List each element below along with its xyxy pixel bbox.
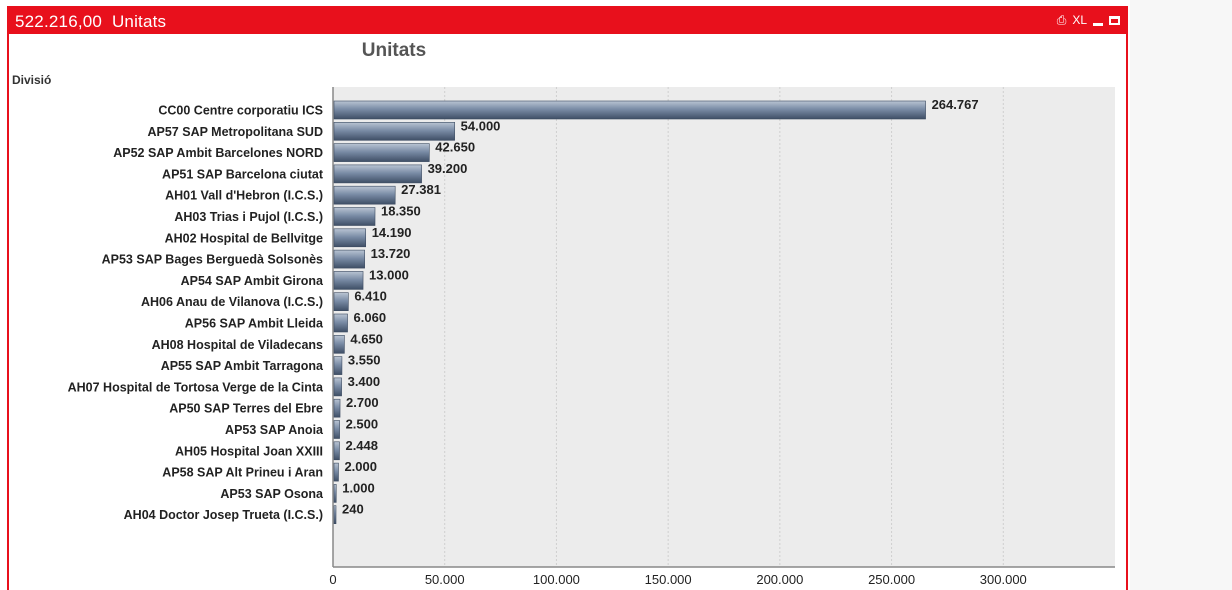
data-label: 39.200 xyxy=(428,161,468,176)
bar[interactable] xyxy=(333,122,455,141)
bar[interactable] xyxy=(333,164,422,184)
data-label: 54.000 xyxy=(461,118,501,133)
data-label: 2.700 xyxy=(346,395,379,410)
category-label: AP51 SAP Barcelona ciutat xyxy=(162,167,324,181)
x-tick-label: 0 xyxy=(329,572,336,587)
bar[interactable] xyxy=(333,505,337,525)
data-label: 2.500 xyxy=(346,417,379,432)
chart-title: Unitats xyxy=(361,40,427,61)
category-label: AH04 Doctor Josep Trueta (I.C.S.) xyxy=(124,508,323,522)
category-label: AP50 SAP Terres del Ebre xyxy=(169,402,323,416)
bar[interactable] xyxy=(333,292,349,312)
window-titlebar[interactable]: 522.216,00 Unitats ⎙ XL xyxy=(9,8,1126,34)
category-label: CC00 Centre corporatiu ICS xyxy=(158,104,323,118)
category-label: AH06 Anau de Vilanova (I.C.S.) xyxy=(141,295,323,309)
x-tick-label: 50.000 xyxy=(425,572,465,587)
window-title: 522.216,00 Unitats xyxy=(15,12,167,31)
category-label: AH05 Hospital Joan XXIII xyxy=(175,444,323,458)
x-tick-label: 300.000 xyxy=(980,572,1027,587)
x-tick-label: 150.000 xyxy=(645,572,692,587)
x-tick-label: 200.000 xyxy=(756,572,803,587)
data-label: 3.400 xyxy=(348,374,381,389)
data-label: 42.650 xyxy=(435,140,475,155)
category-label: AP56 SAP Ambit Lleida xyxy=(185,317,324,331)
bar[interactable] xyxy=(333,100,926,120)
bar[interactable] xyxy=(333,271,364,290)
bar[interactable] xyxy=(333,441,340,461)
data-label: 4.650 xyxy=(350,331,383,346)
category-label: AH03 Trias i Pujol (I.C.S.) xyxy=(174,210,323,224)
bar[interactable] xyxy=(333,420,340,439)
bar[interactable] xyxy=(333,398,341,418)
category-label: AP53 SAP Bages Berguedà Solsonès xyxy=(102,253,323,267)
data-label: 2.448 xyxy=(345,438,378,453)
category-label: AP54 SAP Ambit Girona xyxy=(181,274,324,288)
bar[interactable] xyxy=(333,228,367,248)
x-tick-label: 100.000 xyxy=(533,572,580,587)
category-label: AP55 SAP Ambit Tarragona xyxy=(161,359,324,373)
maximize-icon[interactable] xyxy=(1109,15,1120,25)
data-label: 27.381 xyxy=(401,182,441,197)
bar[interactable] xyxy=(333,462,339,482)
data-label: 14.190 xyxy=(372,225,412,240)
dimension-label: Divisió xyxy=(12,73,52,87)
data-label: 3.550 xyxy=(348,353,381,368)
bar[interactable] xyxy=(333,377,342,397)
data-label: 13.720 xyxy=(371,246,411,261)
bar[interactable] xyxy=(333,185,396,205)
plot-area xyxy=(333,87,1115,567)
category-label: AH01 Vall d'Hebron (I.C.S.) xyxy=(165,189,323,203)
bar[interactable] xyxy=(333,313,348,333)
x-tick-label: 250.000 xyxy=(868,572,915,587)
bar[interactable] xyxy=(333,207,376,226)
data-label: 13.000 xyxy=(369,267,409,282)
category-label: AH08 Hospital de Viladecans xyxy=(152,338,323,352)
category-label: AP58 SAP Alt Prineu i Aran xyxy=(162,466,323,480)
data-label: 1.000 xyxy=(342,480,375,495)
bar[interactable] xyxy=(333,356,343,375)
background-margin xyxy=(1130,0,1232,590)
category-label: AH02 Hospital de Bellvitge xyxy=(165,231,323,245)
data-label: 6.060 xyxy=(354,310,387,325)
category-label: AP57 SAP Metropolitana SUD xyxy=(147,125,323,139)
bar[interactable] xyxy=(333,143,430,162)
category-label: AH07 Hospital de Tortosa Verge de la Cin… xyxy=(68,380,324,394)
data-label: 264.767 xyxy=(932,97,979,112)
category-label: AP53 SAP Osona xyxy=(220,487,324,501)
category-label: AP52 SAP Ambit Barcelones NORD xyxy=(113,146,323,160)
window-controls: ⎙ XL xyxy=(1057,12,1120,28)
bar[interactable] xyxy=(333,334,345,354)
bar[interactable] xyxy=(333,484,337,503)
data-label: 18.350 xyxy=(381,204,421,219)
category-label: AP53 SAP Anoia xyxy=(225,423,324,437)
print-icon[interactable]: ⎙ xyxy=(1056,13,1067,27)
minimize-icon[interactable] xyxy=(1093,22,1103,26)
data-label: 6.410 xyxy=(354,289,387,304)
excel-icon[interactable]: XL xyxy=(1072,13,1087,27)
bar[interactable] xyxy=(333,249,365,269)
data-label: 240 xyxy=(342,502,364,517)
data-label: 2.000 xyxy=(344,459,377,474)
